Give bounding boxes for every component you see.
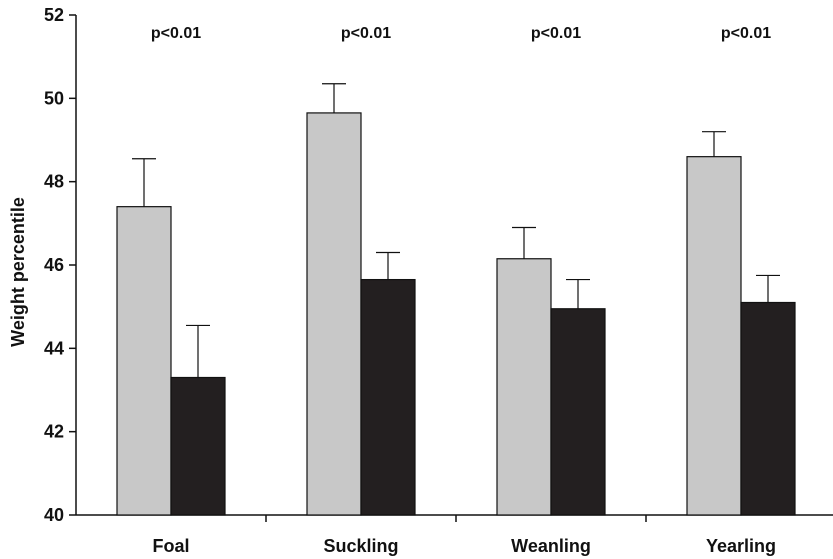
x-category-label: Yearling [706,536,776,556]
y-tick-label: 44 [44,338,64,358]
y-tick-label: 52 [44,5,64,25]
y-tick-label: 46 [44,255,64,275]
x-category-label: Foal [152,536,189,556]
plot-area: 40 42 44 46 48 50 52 Foal p<0.01 Suckling p<0.01 We… [44,5,833,556]
y-tick-label: 40 [44,505,64,525]
x-category-label: Suckling [323,536,398,556]
bar-weanling-series-2 [550,308,606,516]
significance-annotation: p<0.01 [151,25,201,42]
bar-suckling-series-1 [306,112,362,516]
y-tick-label: 50 [44,88,64,108]
y-tick-label: 42 [44,422,64,442]
y-axis-title: Weight percentile [8,197,28,347]
bar-suckling-series-2 [360,278,416,516]
significance-annotation: p<0.01 [341,25,391,42]
x-category-label: Weanling [511,536,591,556]
bar-foal-series-1 [116,206,172,516]
significance-annotation: p<0.01 [531,25,581,42]
bar-foal-series-2 [170,376,226,516]
bar-weanling-series-1 [496,258,552,516]
y-tick-label: 48 [44,172,64,192]
bar-yearling-series-1 [686,156,742,516]
significance-annotation: p<0.01 [721,25,771,42]
bar-yearling-series-2 [740,301,796,516]
